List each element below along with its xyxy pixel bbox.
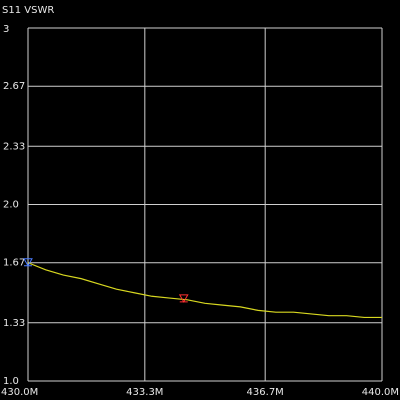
y-tick-label: 3: [3, 24, 9, 35]
chart-title: S11 VSWR: [2, 5, 54, 16]
y-tick-label: 1.33: [3, 318, 25, 329]
x-tick-label: 436.7M: [247, 387, 284, 398]
y-tick-label: 2.67: [3, 81, 25, 92]
y-tick-label: 2.0: [3, 200, 19, 211]
x-tick-label: 440.0M: [362, 387, 399, 398]
data-line: [27, 262, 382, 319]
x-tick-label: 433.3M: [126, 387, 163, 398]
marker: [178, 294, 189, 303]
y-tick-label: 1.67: [3, 258, 25, 269]
marker: [23, 258, 33, 267]
y-tick-label: 1.0: [3, 376, 19, 387]
x-tick-label: 430.0M: [1, 387, 38, 398]
y-tick-label: 2.33: [3, 141, 25, 152]
